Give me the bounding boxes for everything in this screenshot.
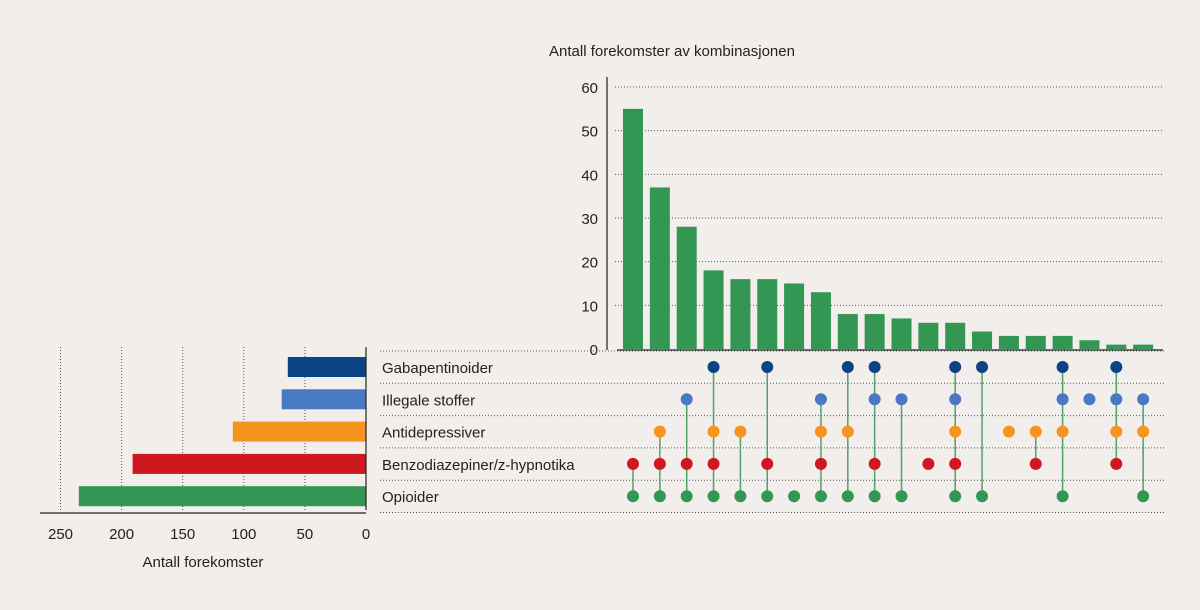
matrix-dot [680, 457, 693, 470]
matrix-dot [707, 490, 720, 503]
intersection-bar [623, 108, 643, 349]
intersection-bar [810, 292, 831, 349]
x-tick-label: 100 [231, 526, 256, 543]
intersection-bar [1052, 335, 1073, 349]
y-tick-label: 40 [581, 167, 598, 184]
matrix-dot [653, 425, 666, 438]
matrix-dot [949, 457, 962, 470]
set-size-bar [281, 389, 366, 410]
intersection-bar [757, 279, 778, 349]
intersection-bar [918, 322, 939, 349]
matrix-dot [1056, 361, 1069, 373]
matrix-dot [1110, 457, 1123, 470]
matrix-dot [680, 490, 693, 503]
matrix-dot [922, 457, 935, 470]
matrix-dot [868, 457, 881, 470]
matrix-dot [1110, 393, 1123, 406]
set-size-bar [132, 453, 366, 474]
matrix-dot [653, 457, 666, 470]
intersection-bar [1106, 344, 1127, 349]
intersection-bar [703, 270, 724, 349]
x-tick-label: 200 [109, 526, 134, 543]
matrix-dot [814, 490, 827, 503]
intersection-bar [676, 226, 697, 349]
matrix-dot [868, 490, 881, 503]
intersection-bar [864, 314, 885, 349]
set-label: Illegale stoffer [382, 392, 475, 409]
matrix-dot [895, 490, 908, 503]
intersection-bar [945, 322, 966, 349]
set-label: Antidepressiver [382, 425, 485, 442]
matrix-dot [1083, 393, 1096, 406]
set-label: Opioider [382, 489, 439, 506]
set-chart-xlabel: Antall forekomster [143, 554, 264, 571]
intersection-bar [1079, 340, 1100, 349]
matrix-dot [707, 457, 720, 470]
matrix-dot [949, 425, 962, 438]
matrix-dot [1029, 457, 1042, 470]
matrix-dot [1110, 425, 1123, 438]
y-tick-label: 50 [581, 124, 598, 141]
set-label: Benzodiazepiner/z-hypnotika [382, 457, 575, 474]
intersection-bar [730, 279, 751, 349]
matrix-dot [627, 490, 639, 503]
matrix-dot [734, 490, 747, 503]
matrix-dot [841, 361, 854, 373]
matrix-dot [1056, 393, 1069, 406]
intersection-chart-title: Antall forekomster av kombinasjonen [549, 43, 795, 60]
matrix-dot [949, 393, 962, 406]
intersection-bar [1133, 344, 1154, 349]
intersection-bar [649, 187, 670, 349]
y-tick-label: 30 [581, 211, 598, 228]
matrix-dot [761, 490, 774, 503]
matrix-dot [976, 490, 989, 503]
matrix-dot [949, 361, 962, 373]
intersection-bar [1025, 335, 1046, 349]
set-size-bar [232, 421, 366, 442]
intersection-bar [998, 335, 1019, 349]
matrix-dot [1029, 425, 1042, 438]
matrix-dot [1137, 425, 1150, 438]
matrix-dot [734, 425, 747, 438]
matrix-dot [1056, 425, 1069, 438]
x-tick-label: 0 [362, 526, 370, 543]
matrix-dot [868, 393, 881, 406]
matrix-dot [761, 457, 774, 470]
matrix-dot [814, 425, 827, 438]
set-label: Gabapentinoider [382, 360, 493, 377]
x-tick-label: 150 [170, 526, 195, 543]
matrix-dot [976, 361, 989, 373]
matrix-dot [841, 425, 854, 438]
matrix-dot [1110, 361, 1123, 373]
matrix-dot [707, 361, 720, 373]
x-tick-label: 250 [48, 526, 73, 543]
matrix-dot [1056, 490, 1069, 503]
matrix-dot [814, 457, 827, 470]
matrix-dot [761, 361, 774, 373]
y-tick-label: 20 [581, 255, 598, 272]
set-size-bar [287, 357, 366, 377]
y-tick-label: 60 [581, 80, 598, 97]
matrix-dot [788, 490, 801, 503]
matrix-dot [1137, 393, 1150, 406]
matrix-dot [841, 490, 854, 503]
matrix-dot [949, 490, 962, 503]
y-tick-label: 10 [581, 298, 598, 315]
matrix-dot [868, 361, 881, 373]
intersection-bar [784, 283, 805, 349]
intersection-bar [972, 331, 993, 349]
matrix-dot [627, 457, 639, 470]
matrix-dot [1002, 425, 1015, 438]
matrix-dot [653, 490, 666, 503]
intersection-bar [837, 314, 858, 349]
matrix-dot [680, 393, 693, 406]
matrix-dot [895, 393, 908, 406]
matrix-dot [814, 393, 827, 406]
set-size-bar [78, 486, 366, 507]
intersection-bar [891, 318, 912, 349]
x-tick-label: 50 [297, 526, 314, 543]
matrix-dot [1137, 490, 1150, 503]
matrix-dot [707, 425, 720, 438]
